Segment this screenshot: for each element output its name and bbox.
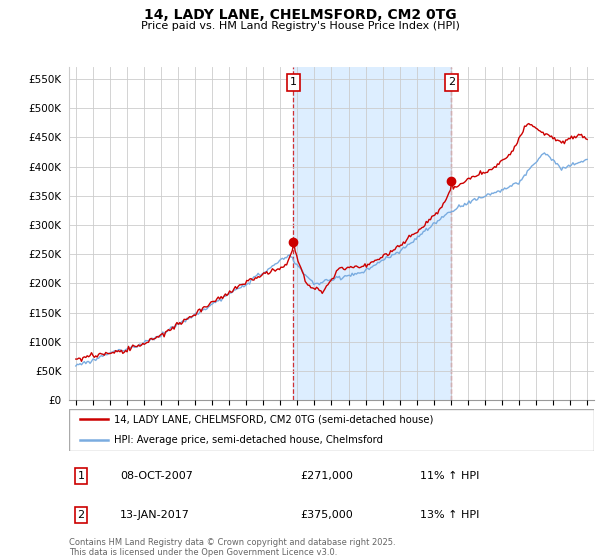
Text: £375,000: £375,000 (300, 510, 353, 520)
Text: 14, LADY LANE, CHELMSFORD, CM2 0TG: 14, LADY LANE, CHELMSFORD, CM2 0TG (143, 8, 457, 22)
Text: 11% ↑ HPI: 11% ↑ HPI (420, 471, 479, 481)
Bar (293, 67, 451, 400)
Text: 2: 2 (77, 510, 85, 520)
Text: HPI: Average price, semi-detached house, Chelmsford: HPI: Average price, semi-detached house,… (113, 435, 383, 445)
Text: 14, LADY LANE, CHELMSFORD, CM2 0TG (semi-detached house): 14, LADY LANE, CHELMSFORD, CM2 0TG (semi… (113, 414, 433, 424)
Text: 13% ↑ HPI: 13% ↑ HPI (420, 510, 479, 520)
Text: 1: 1 (77, 471, 85, 481)
Text: 13-JAN-2017: 13-JAN-2017 (120, 510, 190, 520)
Text: Contains HM Land Registry data © Crown copyright and database right 2025.
This d: Contains HM Land Registry data © Crown c… (69, 538, 395, 557)
Text: 2: 2 (448, 77, 455, 87)
Text: Price paid vs. HM Land Registry's House Price Index (HPI): Price paid vs. HM Land Registry's House … (140, 21, 460, 31)
Text: 1: 1 (290, 77, 297, 87)
Text: 08-OCT-2007: 08-OCT-2007 (120, 471, 193, 481)
Text: £271,000: £271,000 (300, 471, 353, 481)
